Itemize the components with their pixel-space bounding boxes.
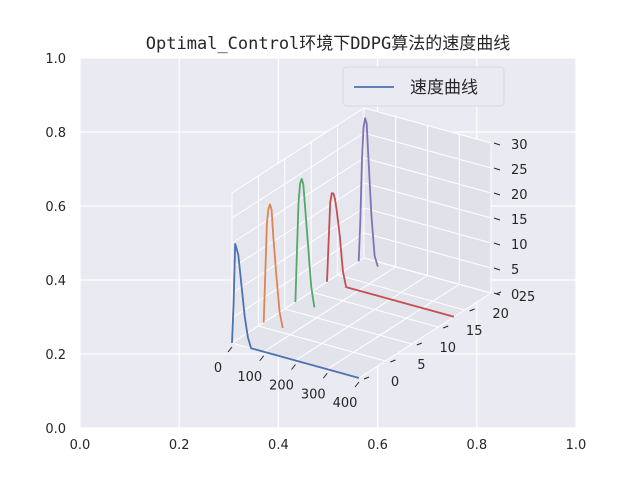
outer-tick-labels: 0.0 0.2 0.4 0.6 0.8 1.0 0.0 0.2 0.4 0.6 0.8 1.0 <box>45 52 586 453</box>
legend-box <box>342 66 505 107</box>
x-tick-mark <box>291 364 296 370</box>
y-tick-label: 20 <box>492 307 509 322</box>
grid-x-floor <box>295 275 428 361</box>
outer-x-tick-label: 0.6 <box>367 438 388 453</box>
x-tick-label: 400 <box>333 396 358 411</box>
grid-y-floor <box>337 274 465 311</box>
grid-z-side <box>231 107 365 194</box>
outer-x-tick-label: 1.0 <box>566 438 587 453</box>
grid-x-floor <box>263 266 397 353</box>
z-tick-label: 25 <box>511 163 528 178</box>
grid-z-back <box>363 207 492 244</box>
y-tick-mark <box>469 308 475 312</box>
series-line-1 <box>231 242 360 379</box>
y-tick-mark <box>416 342 422 346</box>
z-tick-label: 5 <box>511 263 519 278</box>
z-tick-mark <box>493 292 501 296</box>
outer-x-tick-label: 0.2 <box>169 438 190 453</box>
y-tick-mark <box>363 376 370 380</box>
outer-y-tick-label: 0.4 <box>45 274 66 289</box>
y-tick-label: 0 <box>391 375 399 390</box>
outer-y-tick-label: 1.0 <box>45 52 66 67</box>
x-tick-mark <box>259 355 265 362</box>
x-tick-label: 0 <box>214 361 222 376</box>
outer-y-tick-label: 0.2 <box>45 348 66 363</box>
x-tick-mark <box>227 346 233 353</box>
z-tick-mark <box>493 242 501 246</box>
x-tick-mark <box>354 381 360 388</box>
outer-y-tick-label: 0.8 <box>45 126 66 141</box>
z-tick-label: 10 <box>511 238 528 253</box>
series-lines <box>231 117 455 379</box>
grid-y-floor <box>258 325 386 362</box>
grid-z-back <box>363 232 492 269</box>
series-line-4 <box>326 192 455 318</box>
grid-x-floor <box>358 292 492 379</box>
series-line-3 <box>294 177 316 308</box>
y-tick-label: 25 <box>519 290 536 305</box>
grid-y-floor <box>311 291 439 328</box>
z-tick-mark <box>493 192 501 196</box>
grid-z-back <box>363 182 492 219</box>
outer-x-tick-label: 0.8 <box>466 438 487 453</box>
y-tick-mark <box>390 359 396 363</box>
x-tick-label: 100 <box>237 370 262 385</box>
series-line-5 <box>357 117 379 267</box>
series-line-2 <box>262 203 284 329</box>
z-tick-mark <box>493 267 501 271</box>
outer-y-tick-label: 0.0 <box>45 422 66 437</box>
grid-z-back <box>363 132 492 169</box>
grid-z-back <box>363 107 492 144</box>
legend-label: 速度曲线 <box>410 78 478 98</box>
chart-title: Optimal_Control环境下DDPG算法的速度曲线 <box>146 34 510 54</box>
z-tick-mark <box>493 217 501 221</box>
x-tick-label: 300 <box>301 387 326 402</box>
grid-y-floor <box>284 308 412 345</box>
y-tick-label: 10 <box>440 341 457 356</box>
grid-z-side <box>231 207 365 294</box>
legend: 速度曲线 <box>342 66 505 107</box>
z-tick-label: 0 <box>511 288 519 303</box>
x-tick-label: 200 <box>269 379 294 394</box>
3d-axis-lines <box>227 142 502 388</box>
outer-x-tick-label: 0.4 <box>268 438 289 453</box>
grid-z-side <box>231 257 365 344</box>
z-tick-mark <box>493 167 501 171</box>
z-tick-label: 30 <box>511 138 528 153</box>
grid-z-back <box>363 257 492 294</box>
grid-z-side <box>231 232 365 319</box>
grid-z-side <box>231 132 365 219</box>
grid-z-back <box>363 157 492 194</box>
y-tick-mark <box>443 325 449 329</box>
x-tick-mark <box>322 372 328 379</box>
grid-x-floor <box>326 283 460 370</box>
z-tick-label: 15 <box>511 213 528 228</box>
z-tick-mark <box>493 142 501 146</box>
outer-y-tick-label: 0.6 <box>45 200 66 215</box>
y-tick-label: 15 <box>466 324 483 339</box>
outer-x-tick-label: 0.0 <box>70 438 91 453</box>
y-tick-label: 5 <box>417 358 425 373</box>
z-tick-label: 20 <box>511 188 528 203</box>
